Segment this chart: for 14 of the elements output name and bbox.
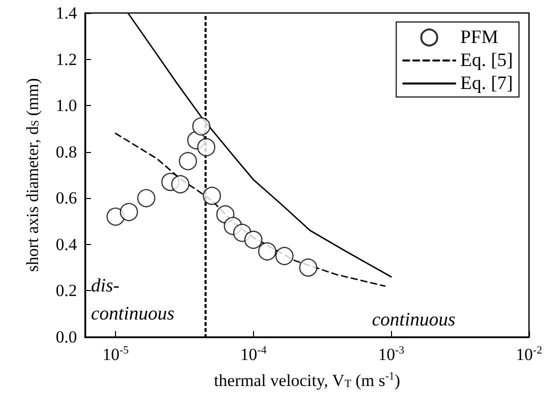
legend-label: Eq. [5]: [460, 50, 514, 71]
y-tick-label: 0.0: [56, 328, 77, 346]
legend-label: PFM: [460, 27, 498, 48]
y-tick-label: 0.6: [56, 188, 77, 208]
annotation: continuous: [372, 310, 456, 330]
y-tick-label: 1.2: [56, 50, 77, 69]
legend-label: Eq. [7]: [460, 73, 514, 94]
y-tick-label: 0.2: [56, 281, 77, 300]
y-tick-label: 0.4: [56, 234, 78, 254]
y-tick-label: 1.0: [56, 96, 77, 116]
annotation: dis- continuous: [91, 276, 174, 324]
y-tick-label: 0.8: [56, 142, 77, 162]
y-tick-label: 1.4: [56, 4, 78, 22]
y-axis-title: short axis diameter, dS (mm): [23, 78, 42, 272]
